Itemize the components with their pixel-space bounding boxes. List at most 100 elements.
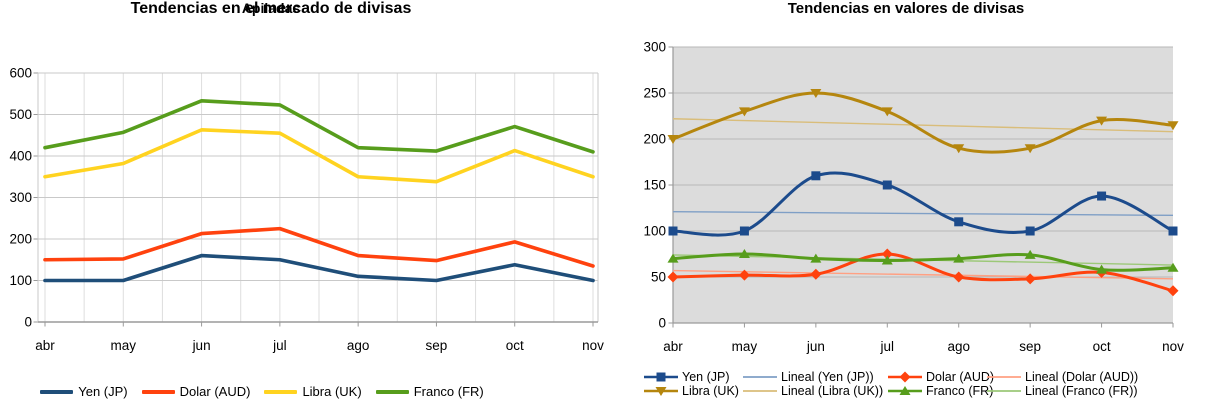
legend-swatch-lineal-dolar-aud — [987, 376, 1021, 378]
legend-label: Franco (FR) — [413, 384, 484, 399]
data-point-marker-dolar-aud — [1167, 285, 1179, 297]
legend-item-lineal-franco-fr: Lineal (Franco (FR)) — [987, 384, 1139, 398]
y-tick-label: 500 — [9, 107, 32, 122]
trendline-lineal-yen-jp — [672, 210, 1174, 217]
x-tick-label: may — [111, 338, 137, 353]
data-point-marker-yen-jp — [954, 217, 964, 227]
trendline-lineal-dolar-aud — [672, 269, 1174, 280]
data-point-marker-yen-jp — [1168, 226, 1178, 236]
x-tick-label: sep — [426, 338, 448, 353]
series-line-libra-uk — [43, 128, 595, 184]
data-point-marker-yen-jp — [1025, 226, 1035, 236]
legend-swatch-libra-uk — [264, 389, 298, 394]
x-tick-label: jun — [192, 338, 211, 353]
y-tick-label: 200 — [9, 232, 32, 247]
data-point-marker-dolar-aud — [738, 269, 750, 281]
y-tick-label: 0 — [24, 315, 32, 330]
series-curve-libra-uk — [671, 91, 1175, 154]
data-point-marker-yen-jp — [811, 171, 821, 181]
data-point-marker-yen-jp — [668, 226, 678, 236]
legend-swatch-lineal-yen-jp — [743, 376, 777, 378]
x-tick-label: abr — [663, 339, 683, 354]
legend-item-libra-uk: Libra (UK) — [644, 384, 743, 398]
series-line-franco-fr — [43, 99, 595, 154]
data-point-marker-dolar-aud — [810, 268, 822, 280]
series-curve-dolar-aud — [671, 252, 1175, 293]
y-tick-label: 100 — [643, 224, 666, 239]
legend-swatch-marker — [899, 386, 911, 395]
data-point-marker-yen-jp — [882, 180, 892, 190]
data-point-marker-franco-fr — [738, 249, 750, 258]
data-point-marker-libra-uk — [1024, 144, 1036, 154]
data-point-marker-franco-fr — [1024, 249, 1036, 259]
legend-swatch-yen-jp — [40, 389, 74, 394]
legend-item-lineal-libra-uk: Lineal (Libra (UK)) — [743, 384, 888, 398]
legend-item-dolar-aud: Dolar (AUD) — [141, 384, 250, 399]
legend-label: Lineal (Libra (UK)) — [781, 384, 884, 398]
legend-item-lineal-yen-jp: Lineal (Yen (JP)) — [743, 370, 888, 384]
y-tick-label: 150 — [643, 178, 666, 193]
x-tick-label: nov — [1162, 339, 1184, 354]
y-tick-label: 0 — [658, 316, 666, 331]
data-point-marker-yen-jp — [1097, 191, 1107, 201]
data-point-marker-franco-fr — [953, 253, 965, 263]
y-tick-label: 50 — [651, 270, 666, 285]
y-tick-label: 600 — [9, 66, 32, 81]
legend-label: Yen (JP) — [78, 384, 128, 399]
legend-label: Lineal (Dolar (AUD)) — [1025, 370, 1139, 384]
legend-item-libra-uk: Libra (UK) — [264, 384, 362, 399]
stacked-chart-legend: Yen (JP) Dolar (AUD) Libra (UK) Franco (FR) — [0, 384, 524, 399]
stacked-chart-plot: 0 100 200 300 400 500 600 abr may jun jul ago sep oct… — [9, 66, 604, 354]
legend-label: Libra (UK) — [682, 384, 739, 398]
legend-swatch-dolar-aud — [888, 371, 922, 383]
data-point-marker-franco-fr — [667, 253, 679, 263]
data-point-marker-dolar-aud — [881, 248, 893, 260]
data-point-marker-franco-fr — [1167, 262, 1179, 272]
y-tick-label: 250 — [643, 86, 666, 101]
series-line-dolar-aud — [43, 226, 595, 268]
data-point-marker-franco-fr — [881, 255, 893, 265]
data-point-marker-dolar-aud — [667, 271, 679, 283]
legend-item-yen-jp: Yen (JP) — [644, 370, 743, 384]
legend-swatch-lineal-franco-fr — [987, 390, 1021, 392]
legend-item-franco-fr: Franco (FR) — [375, 384, 484, 399]
y-tick-label: 300 — [9, 190, 32, 205]
x-tick-label: may — [732, 339, 758, 354]
stacked-chart-subtitle: Apiladas — [241, 0, 301, 16]
y-tick-label: 400 — [9, 149, 32, 164]
series-curve-franco-fr — [671, 252, 1175, 272]
x-tick-label: ago — [947, 339, 970, 354]
legend-swatch-yen-jp — [644, 372, 678, 382]
data-point-marker-libra-uk — [881, 107, 893, 117]
legend-item-franco-fr: Franco (FR) — [888, 384, 993, 398]
x-tick-label: abr — [35, 338, 55, 353]
legend-label: Franco (FR) — [926, 384, 994, 398]
x-tick-label: nov — [582, 338, 604, 353]
legend-swatch-franco-fr — [375, 389, 409, 394]
legend-swatch-marker — [655, 387, 667, 396]
data-point-marker-franco-fr — [810, 253, 822, 263]
values-chart-title: Tendencias en valores de divisas — [787, 0, 1025, 17]
legend-label: Yen (JP) — [682, 370, 730, 384]
values-chart-legend: Yen (JP) Lineal (Yen (JP)) Dolar (AUD) Line… — [644, 370, 1139, 398]
legend-swatch-lineal-libra-uk — [743, 390, 777, 392]
values-chart-plot: 0 50 100 150 200 250 300 abr may jun jul ago sep oct n… — [643, 40, 1184, 355]
x-tick-label: oct — [506, 338, 524, 353]
data-point-marker-yen-jp — [739, 226, 749, 236]
data-point-marker-franco-fr — [1096, 264, 1108, 274]
data-point-marker-dolar-aud — [953, 271, 965, 283]
legend-swatch-dolar-aud — [141, 389, 175, 394]
x-tick-label: jul — [272, 338, 287, 353]
data-point-marker-dolar-aud — [1024, 273, 1036, 285]
data-point-marker-libra-uk — [810, 89, 822, 98]
legend-item-yen-jp: Yen (JP) — [40, 384, 128, 399]
x-tick-label: sep — [1019, 339, 1041, 354]
x-tick-label: jul — [880, 339, 895, 354]
legend-swatch-marker — [656, 372, 666, 382]
legend-label: Lineal (Franco (FR)) — [1025, 384, 1138, 398]
legend-swatch-marker — [899, 371, 911, 383]
data-point-marker-libra-uk — [1167, 121, 1179, 131]
y-tick-label: 200 — [643, 132, 666, 147]
series-line-yen-jp — [43, 253, 595, 283]
